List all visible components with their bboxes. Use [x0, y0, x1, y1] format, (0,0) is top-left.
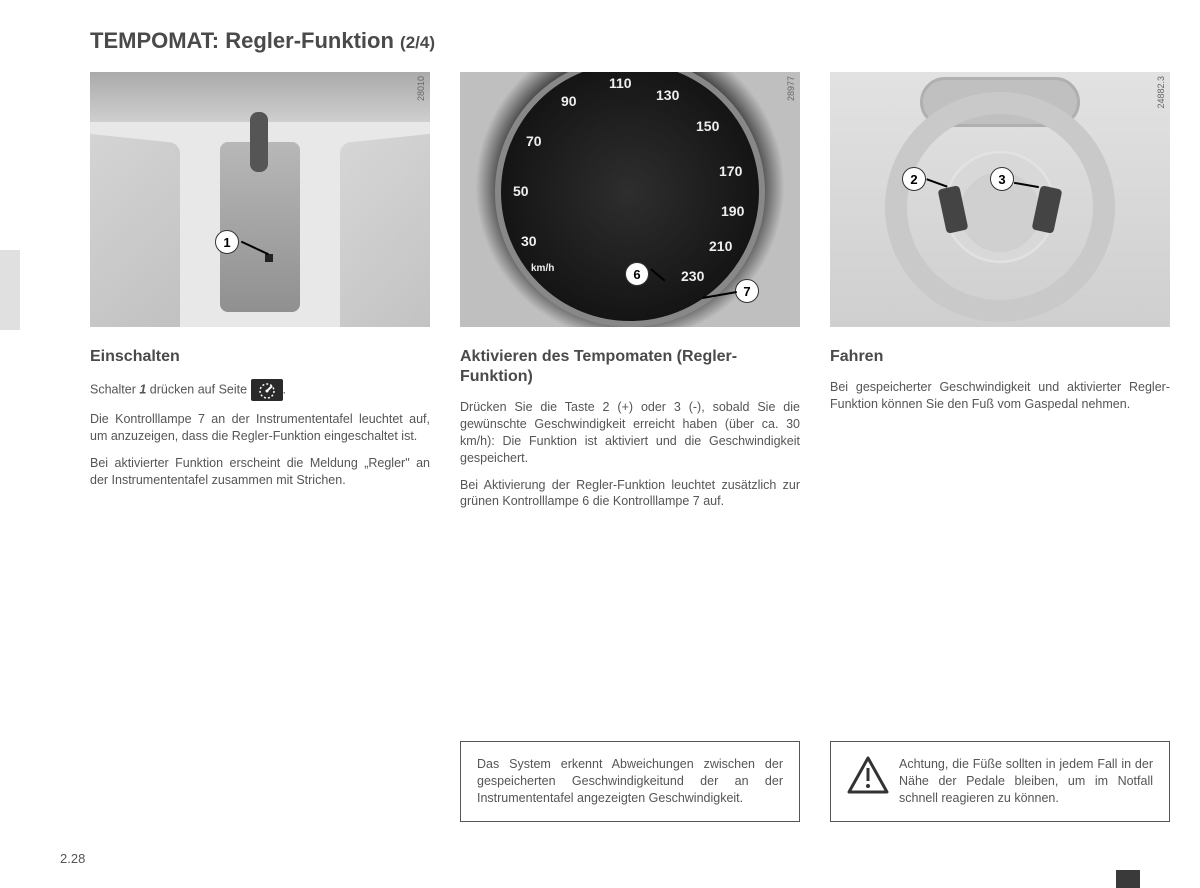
columns: 1 28010 Einschalten Schalter 1 drücken a… — [90, 72, 1160, 832]
callout-6: 6 — [625, 262, 649, 286]
warning-box: Achtung, die Füße sollten in jedem Fall … — [830, 741, 1170, 822]
cruise-icon — [251, 379, 283, 401]
image-id: 28010 — [416, 76, 426, 101]
note-text: Das System erkennt Abweichungen zwischen… — [477, 756, 783, 807]
figure-speedometer: 30 50 70 90 110 130 150 170 190 210 230 … — [460, 72, 800, 327]
bottom-tab — [1116, 870, 1140, 888]
figure-steering-wheel: 2 3 24882.3 — [830, 72, 1170, 327]
paragraph: Bei aktivierter Funktion erscheint die M… — [90, 455, 430, 489]
title-main: TEMPOMAT: Regler-Funktion — [90, 28, 394, 53]
paragraph: Die Kontrolllampe 7 an der Instrumentent… — [90, 411, 430, 445]
page-title: TEMPOMAT: Regler-Funktion (2/4) — [90, 28, 1160, 54]
paragraph: Schalter 1 drücken auf Seite . — [90, 379, 430, 401]
heading-einschalten: Einschalten — [90, 347, 430, 367]
heading-aktivieren: Aktivieren des Tempomaten (Regler-Funkti… — [460, 347, 800, 387]
image-id: 28977 — [786, 76, 796, 101]
callout-3: 3 — [990, 167, 1014, 191]
heading-fahren: Fahren — [830, 347, 1170, 367]
paragraph: Drücken Sie die Taste 2 (+) oder 3 (-), … — [460, 399, 800, 467]
title-sub: (2/4) — [400, 33, 435, 52]
warning-text: Achtung, die Füße sollten in jedem Fall … — [899, 756, 1153, 807]
side-tab — [0, 250, 20, 330]
page-number: 2.28 — [60, 851, 85, 866]
paragraph: Bei gespeicherter Geschwindigkeit und ak… — [830, 379, 1170, 413]
manual-page: TEMPOMAT: Regler-Funktion (2/4) 1 28010 … — [0, 0, 1200, 888]
callout-7: 7 — [735, 279, 759, 303]
column-1: 1 28010 Einschalten Schalter 1 drücken a… — [90, 72, 430, 832]
image-id: 24882.3 — [1156, 76, 1166, 109]
callout-2: 2 — [902, 167, 926, 191]
column-3: 2 3 24882.3 Fahren Bei gespeicherter Ges… — [830, 72, 1170, 832]
callout-1: 1 — [215, 230, 239, 254]
paragraph: Bei Aktivierung der Regler-Funktion leuc… — [460, 477, 800, 511]
warning-icon — [847, 756, 889, 794]
note-box: Das System erkennt Abweichungen zwischen… — [460, 741, 800, 822]
column-2: 30 50 70 90 110 130 150 170 190 210 230 … — [460, 72, 800, 832]
figure-center-console: 1 28010 — [90, 72, 430, 327]
